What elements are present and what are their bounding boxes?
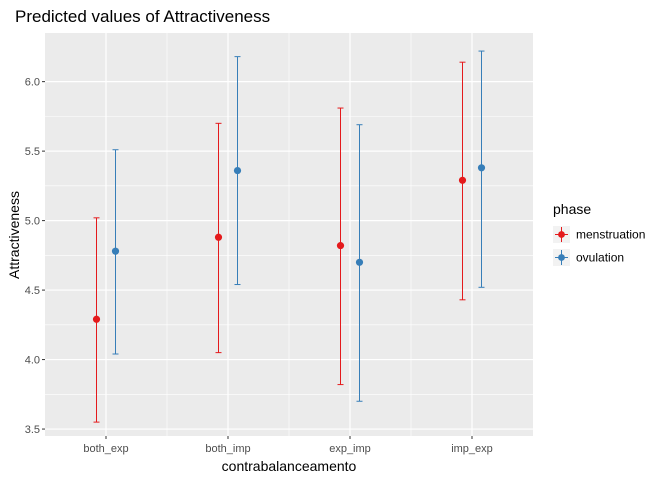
legend: phase menstruation ovulation (553, 201, 645, 266)
x-tick-label: both_imp (205, 443, 250, 455)
data-point (477, 164, 486, 172)
x-axis-ticks: both_exp both_imp exp_imp imp_exp (83, 436, 493, 455)
y-axis-ticks: 3.5 4.0 4.5 5.0 5.5 6.0 (25, 77, 45, 436)
y-axis-title: Attractiveness (6, 191, 22, 279)
x-axis-title: contrabalanceamento (222, 458, 357, 474)
y-tick-label: 5.0 (25, 216, 40, 228)
data-point (336, 242, 345, 250)
x-tick-label: both_exp (83, 443, 128, 455)
chart-title: Predicted values of Attractiveness (15, 7, 270, 26)
y-tick-label: 4.5 (25, 285, 40, 297)
data-point (233, 166, 242, 175)
x-tick-label: exp_imp (329, 443, 371, 455)
data-marks (92, 50, 486, 423)
data-point (92, 315, 101, 323)
y-tick-label: 5.5 (25, 146, 40, 158)
legend-key-point (558, 254, 565, 261)
data-point (355, 258, 364, 266)
legend-key-point (558, 231, 565, 238)
y-tick-label: 4.0 (25, 355, 40, 367)
legend-label-ovulation: ovulation (576, 251, 624, 265)
y-tick-label: 3.5 (25, 424, 40, 436)
data-point (214, 233, 223, 241)
series-menstruation (92, 61, 467, 423)
legend-label-menstruation: menstruation (576, 228, 645, 242)
series-ovulation (111, 50, 486, 402)
x-tick-label: imp_exp (451, 443, 493, 455)
data-point (458, 176, 467, 184)
grid-lines (45, 33, 533, 436)
data-point (111, 247, 120, 255)
legend-title: phase (553, 201, 591, 217)
y-tick-label: 6.0 (25, 77, 40, 89)
